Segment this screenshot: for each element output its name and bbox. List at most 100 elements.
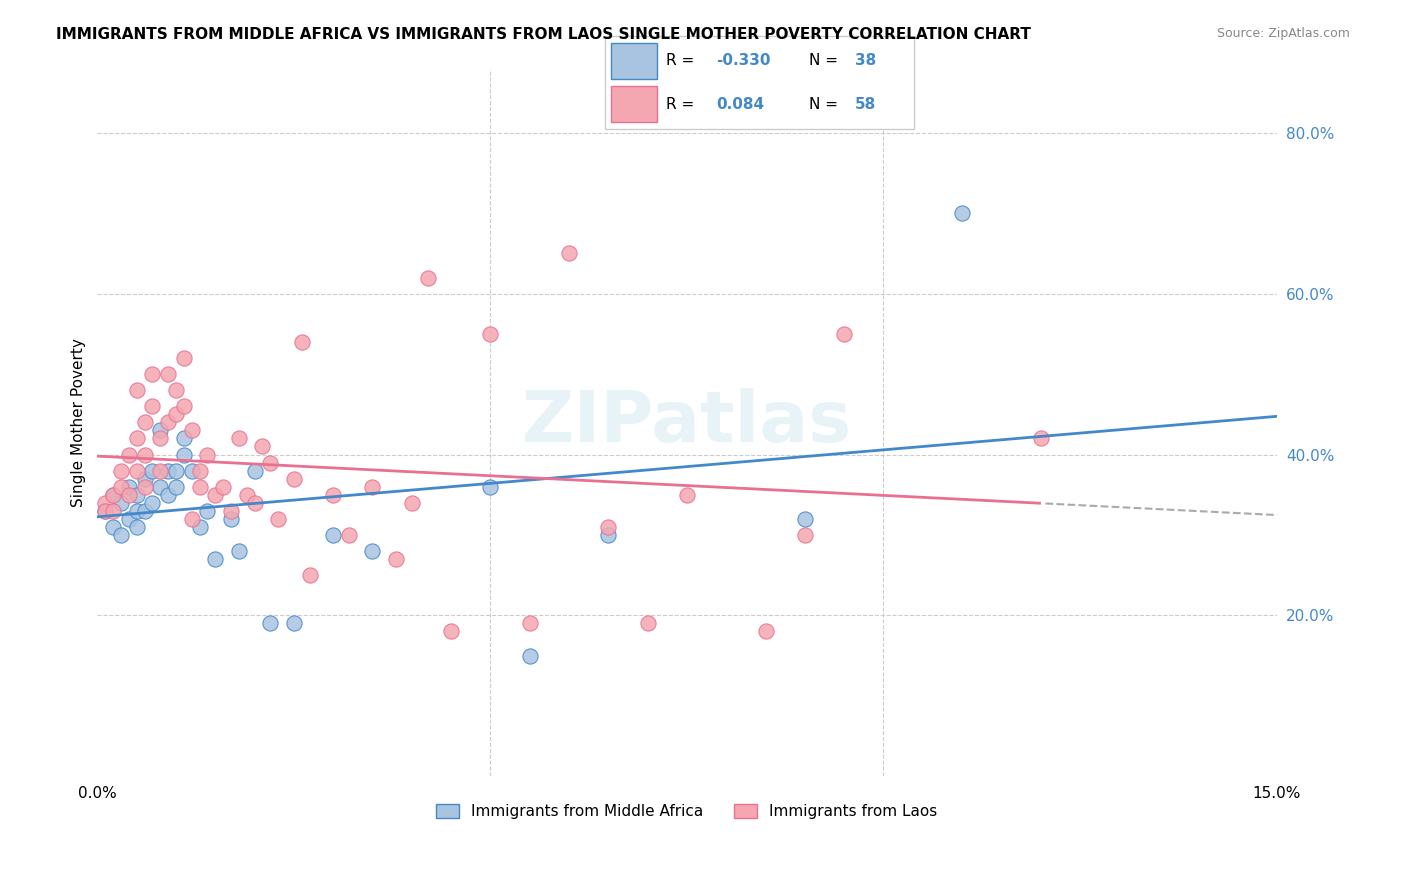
Point [101, 488, 124, 502]
Point [94, 504, 117, 518]
Point [212, 480, 235, 494]
Point [298, 568, 321, 582]
Point [141, 496, 163, 510]
Point [322, 528, 344, 542]
Point [157, 415, 180, 429]
Point [1029, 432, 1052, 446]
Point [180, 464, 202, 478]
Point [558, 246, 581, 260]
Point [118, 480, 141, 494]
Text: R =: R = [666, 96, 700, 112]
Point [118, 488, 141, 502]
Point [283, 472, 305, 486]
Point [134, 504, 156, 518]
Point [793, 512, 815, 526]
Point [134, 415, 156, 429]
FancyBboxPatch shape [610, 87, 657, 122]
Point [157, 464, 180, 478]
Point [101, 520, 124, 534]
Point [204, 552, 226, 566]
Text: 38: 38 [855, 54, 876, 69]
Point [197, 504, 219, 518]
Text: 0.084: 0.084 [716, 96, 763, 112]
Point [416, 270, 439, 285]
Point [101, 504, 124, 518]
Point [125, 464, 148, 478]
Point [141, 367, 163, 381]
Point [188, 480, 211, 494]
Point [219, 512, 242, 526]
Point [134, 472, 156, 486]
Point [125, 432, 148, 446]
Point [118, 512, 141, 526]
Point [165, 464, 187, 478]
Point [157, 488, 180, 502]
Text: 58: 58 [855, 96, 876, 112]
Point [754, 624, 776, 639]
Point [385, 552, 408, 566]
Point [165, 407, 187, 421]
Text: IMMIGRANTS FROM MIDDLE AFRICA VS IMMIGRANTS FROM LAOS SINGLE MOTHER POVERTY CORR: IMMIGRANTS FROM MIDDLE AFRICA VS IMMIGRA… [56, 27, 1031, 42]
Point [110, 496, 132, 510]
Point [235, 488, 257, 502]
Point [165, 383, 187, 397]
Point [950, 206, 973, 220]
FancyBboxPatch shape [610, 43, 657, 78]
Text: R =: R = [666, 54, 700, 69]
Point [101, 488, 124, 502]
Point [125, 383, 148, 397]
Point [165, 480, 187, 494]
Point [141, 464, 163, 478]
Point [243, 496, 266, 510]
Text: ZIPatlas: ZIPatlas [522, 388, 852, 457]
Point [228, 432, 250, 446]
Point [283, 616, 305, 631]
Y-axis label: Single Mother Poverty: Single Mother Poverty [72, 338, 86, 507]
Point [361, 544, 384, 558]
Point [291, 334, 314, 349]
Point [173, 432, 195, 446]
Point [637, 616, 659, 631]
Point [141, 399, 163, 413]
Point [134, 480, 156, 494]
Point [259, 456, 281, 470]
Text: -0.330: -0.330 [716, 54, 770, 69]
Point [479, 326, 502, 341]
Point [322, 488, 344, 502]
Point [519, 648, 541, 663]
Point [598, 528, 620, 542]
Text: N =: N = [808, 96, 842, 112]
Point [361, 480, 384, 494]
Point [149, 464, 172, 478]
Point [337, 528, 360, 542]
Point [149, 480, 172, 494]
Point [180, 423, 202, 437]
Point [173, 399, 195, 413]
Point [219, 504, 242, 518]
Point [188, 464, 211, 478]
Point [267, 512, 290, 526]
Point [125, 520, 148, 534]
Point [479, 480, 502, 494]
Point [94, 504, 117, 518]
Point [173, 448, 195, 462]
Point [519, 616, 541, 631]
Point [180, 512, 202, 526]
Point [110, 528, 132, 542]
Point [110, 480, 132, 494]
Point [197, 448, 219, 462]
Point [259, 616, 281, 631]
Point [401, 496, 423, 510]
Point [440, 624, 463, 639]
Point [149, 423, 172, 437]
Point [94, 496, 117, 510]
Point [598, 520, 620, 534]
Point [110, 464, 132, 478]
Point [134, 448, 156, 462]
Legend: Immigrants from Middle Africa, Immigrants from Laos: Immigrants from Middle Africa, Immigrant… [430, 797, 943, 825]
Point [125, 504, 148, 518]
Point [252, 440, 274, 454]
Point [832, 326, 855, 341]
Point [125, 488, 148, 502]
Point [157, 367, 180, 381]
